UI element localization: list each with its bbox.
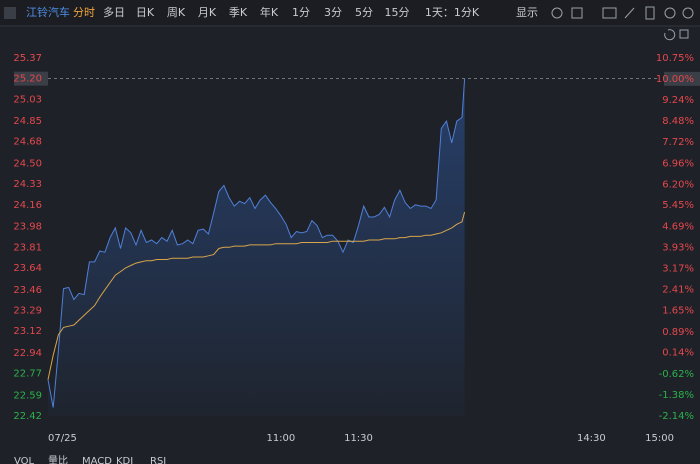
pen-icon[interactable] <box>624 7 635 19</box>
undo-icon[interactable] <box>664 29 676 41</box>
indicator-tab[interactable]: KDJ <box>116 456 133 464</box>
layout-icon[interactable] <box>645 6 655 20</box>
tab[interactable]: 季K <box>229 6 248 19</box>
y-tick-label: 24.16 <box>13 200 42 211</box>
y-tick-label: 24.85 <box>13 116 42 127</box>
indicator-tab[interactable]: VOL <box>14 456 35 464</box>
y2-label-highlight <box>664 71 700 86</box>
reset-icon[interactable] <box>679 29 689 39</box>
y-tick-label: 25.20 <box>13 74 42 85</box>
toolbar <box>0 0 700 26</box>
y-tick-label: 24.50 <box>13 159 42 170</box>
y-tick-label: 22.59 <box>13 390 42 401</box>
y-tick-label: 22.94 <box>13 348 42 359</box>
tab[interactable]: 周K <box>167 6 186 19</box>
y-tick-label: 23.64 <box>13 263 42 274</box>
tab[interactable]: 3分 <box>324 6 342 19</box>
indicator-tab[interactable]: 量比 <box>48 455 68 464</box>
tab[interactable]: 1天：1分K <box>425 6 480 19</box>
price-line <box>47 78 466 408</box>
y2-tick-label: 3.93% <box>662 242 694 253</box>
y-tick-label: 23.46 <box>13 285 42 296</box>
y-tick-label: 23.12 <box>13 326 42 337</box>
y2-tick-label: 6.96% <box>662 158 694 169</box>
tab[interactable]: 15分 <box>385 6 410 19</box>
toolbar-icons <box>551 6 694 41</box>
more-icon[interactable] <box>682 7 694 19</box>
y-tick-label: 25.37 <box>13 53 42 64</box>
y2-tick-label: 6.20% <box>662 179 694 190</box>
y-tick-label: 23.81 <box>13 242 42 253</box>
y2-tick-label: 9.24% <box>662 95 694 106</box>
tab[interactable]: 月K <box>198 6 217 19</box>
x-tick-label: 11:30 <box>344 433 373 444</box>
y2-tick-label: -0.62% <box>659 369 694 380</box>
y2-tick-label: 8.48% <box>662 116 694 127</box>
x-tick-label: 14:30 <box>577 433 606 444</box>
indicator-tab[interactable]: MACD <box>82 456 112 464</box>
box-icon[interactable] <box>571 7 583 19</box>
plot: 25.37 10.75% 25.20 10.00% 25.03 9.24% 24.85 8.4… <box>13 53 700 444</box>
y-tick-label: 25.03 <box>13 94 42 105</box>
y2-tick-label: -1.38% <box>659 390 694 401</box>
y-tick-label: 23.98 <box>13 222 42 233</box>
stock-name[interactable]: 江铃汽车 <box>26 5 70 19</box>
y-tick-label: 22.42 <box>13 411 42 422</box>
tab[interactable]: 日K <box>136 6 155 19</box>
y2-tick-label: 5.45% <box>662 200 694 211</box>
y2-tick-label: -2.14% <box>659 411 694 422</box>
y-tick-label: 23.29 <box>13 305 42 316</box>
x-tick-label: 11:00 <box>266 433 295 444</box>
y2-tick-label: 10.75% <box>656 53 694 64</box>
y2-tick-label: 1.65% <box>662 306 694 317</box>
y-tick-label: 22.77 <box>13 369 42 380</box>
x-tick-label: 07/25 <box>48 433 77 444</box>
y2-tick-label: 4.69% <box>662 221 694 232</box>
tab[interactable]: 5分 <box>355 6 373 19</box>
y2-tick-label: 2.41% <box>662 285 694 296</box>
more-icon[interactable] <box>664 7 676 19</box>
y2-tick-label: 10.00% <box>656 74 694 85</box>
camera-icon[interactable] <box>602 7 617 19</box>
y2-tick-label: 0.89% <box>662 327 694 338</box>
average-line <box>47 211 466 380</box>
y-label-highlight <box>14 71 48 86</box>
x-tick-label: 15:00 <box>645 433 674 444</box>
indicator-tab[interactable]: RSI <box>150 456 166 464</box>
y2-tick-label: 3.17% <box>662 264 694 275</box>
menu-icon[interactable] <box>4 7 16 19</box>
y-tick-label: 24.68 <box>13 137 42 148</box>
y-tick-label: 24.33 <box>13 179 42 190</box>
settings-icon[interactable] <box>551 7 563 19</box>
y2-tick-label: 7.72% <box>662 137 694 148</box>
tab[interactable]: 年K <box>260 5 279 19</box>
tab[interactable]: 多日 <box>103 5 125 19</box>
display-menu[interactable]: 显示 <box>516 6 538 19</box>
price-area <box>48 78 465 416</box>
y2-tick-label: 0.14% <box>662 348 694 359</box>
tab[interactable]: 1分 <box>292 6 310 19</box>
tab[interactable]: 分时 <box>73 6 95 19</box>
